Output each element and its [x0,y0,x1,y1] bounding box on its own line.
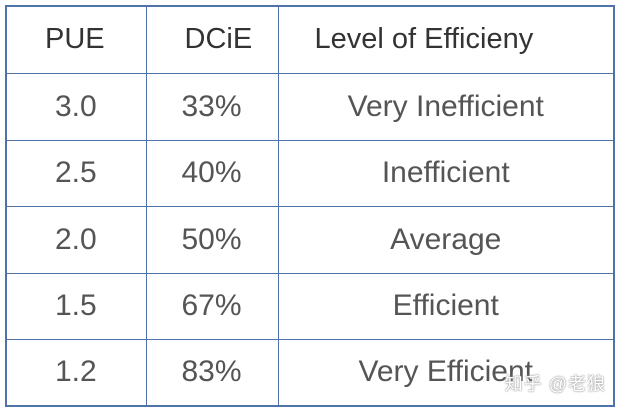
efficiency-table: PUE DCiE Level of Efficieny 3.0 33% Very… [7,7,613,405]
table-header-row: PUE DCiE Level of Efficieny [7,7,613,74]
cell-level: Very Efficient [277,338,613,405]
table-row: 3.0 33% Very Inefficient [7,72,613,141]
cell-dcie: 50% [145,205,279,274]
cell-dcie: 83% [145,338,279,405]
table-frame: PUE DCiE Level of Efficieny 3.0 33% Very… [5,5,615,407]
cell-level: Efficient [277,272,613,340]
cell-dcie: 40% [145,139,279,207]
cell-dcie: 67% [145,272,279,340]
header-dcie: DCiE [145,7,279,74]
watermark-text: 知乎 @老狼 [504,374,606,394]
cell-level: Average [277,205,613,274]
cell-dcie: 33% [145,72,279,141]
cell-level: Very Inefficient [277,72,613,141]
cell-pue: 2.5 [7,139,147,207]
cell-pue: 1.5 [7,272,147,340]
table-row: 2.5 40% Inefficient [7,139,613,207]
table-row: 2.0 50% Average [7,205,613,274]
cell-pue: 2.0 [7,205,147,274]
header-level-of-efficiency: Level of Efficieny [277,7,613,74]
table-row: 1.2 83% Very Efficient [7,338,613,405]
cell-level: Inefficient [277,139,613,207]
header-pue: PUE [7,7,147,74]
cell-pue: 3.0 [7,72,147,141]
cell-pue: 1.2 [7,338,147,405]
table-row: 1.5 67% Efficient [7,272,613,340]
